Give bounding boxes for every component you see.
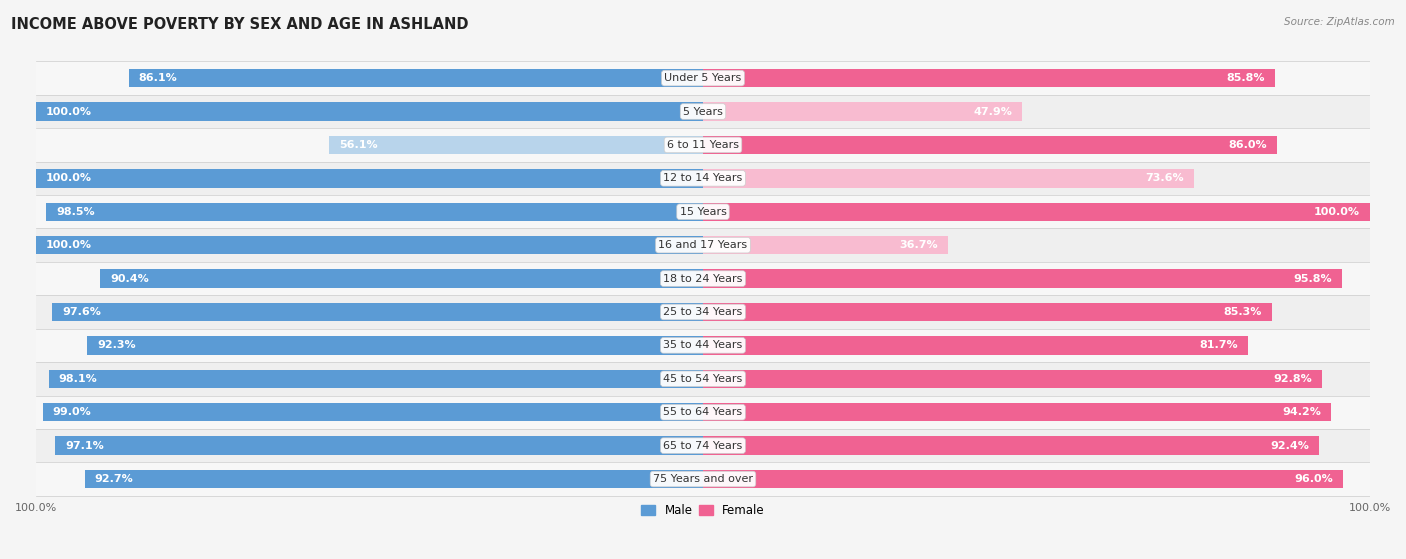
Text: 85.8%: 85.8% (1226, 73, 1265, 83)
Text: 100.0%: 100.0% (46, 173, 93, 183)
Bar (37, 128, 1369, 162)
Text: 16 and 17 Years: 16 and 17 Years (658, 240, 748, 250)
Text: 18 to 24 Years: 18 to 24 Years (664, 273, 742, 283)
Text: 73.6%: 73.6% (1146, 173, 1184, 183)
Text: 81.7%: 81.7% (1199, 340, 1237, 350)
Bar (37, 462, 1369, 496)
Text: 6 to 11 Years: 6 to 11 Years (666, 140, 740, 150)
Bar (52, 303, 703, 321)
Text: 92.8%: 92.8% (1272, 374, 1312, 384)
Legend: Male, Female: Male, Female (637, 500, 769, 522)
Text: 94.2%: 94.2% (1282, 407, 1322, 417)
Text: 92.7%: 92.7% (94, 474, 134, 484)
Text: 56.1%: 56.1% (339, 140, 378, 150)
Bar (703, 69, 1275, 87)
Text: 100.0%: 100.0% (1313, 207, 1360, 217)
Text: 92.3%: 92.3% (97, 340, 136, 350)
Bar (703, 202, 1369, 221)
Text: 35 to 44 Years: 35 to 44 Years (664, 340, 742, 350)
Text: 5 Years: 5 Years (683, 107, 723, 116)
Bar (37, 195, 1369, 229)
Text: Under 5 Years: Under 5 Years (665, 73, 741, 83)
Text: 99.0%: 99.0% (53, 407, 91, 417)
Bar (37, 102, 703, 121)
Text: 45 to 54 Years: 45 to 54 Years (664, 374, 742, 384)
Bar (37, 295, 1369, 329)
Text: 98.5%: 98.5% (56, 207, 94, 217)
Bar (46, 202, 703, 221)
Text: 92.4%: 92.4% (1270, 440, 1309, 451)
Bar (703, 136, 1277, 154)
Bar (42, 403, 703, 421)
Bar (49, 369, 703, 388)
Bar (329, 136, 703, 154)
Text: 55 to 64 Years: 55 to 64 Years (664, 407, 742, 417)
Bar (703, 336, 1249, 354)
Bar (703, 236, 948, 254)
Text: 36.7%: 36.7% (898, 240, 938, 250)
Bar (703, 102, 1022, 121)
Bar (37, 229, 1369, 262)
Text: 97.1%: 97.1% (66, 440, 104, 451)
Text: 47.9%: 47.9% (973, 107, 1012, 116)
Bar (703, 437, 1319, 455)
Bar (37, 329, 1369, 362)
Bar (87, 336, 703, 354)
Text: INCOME ABOVE POVERTY BY SEX AND AGE IN ASHLAND: INCOME ABOVE POVERTY BY SEX AND AGE IN A… (11, 17, 468, 32)
Bar (37, 236, 703, 254)
Bar (703, 169, 1194, 187)
Text: 100.0%: 100.0% (46, 107, 93, 116)
Text: 97.6%: 97.6% (62, 307, 101, 317)
Bar (37, 95, 1369, 128)
Text: 75 Years and over: 75 Years and over (652, 474, 754, 484)
Bar (129, 69, 703, 87)
Text: 65 to 74 Years: 65 to 74 Years (664, 440, 742, 451)
Bar (100, 269, 703, 288)
Bar (37, 169, 703, 187)
Bar (37, 362, 1369, 396)
Text: 12 to 14 Years: 12 to 14 Years (664, 173, 742, 183)
Text: 86.1%: 86.1% (139, 73, 177, 83)
Text: 98.1%: 98.1% (59, 374, 97, 384)
Bar (37, 61, 1369, 95)
Text: 100.0%: 100.0% (46, 240, 93, 250)
Text: 86.0%: 86.0% (1227, 140, 1267, 150)
Bar (703, 470, 1343, 488)
Bar (37, 262, 1369, 295)
Text: 90.4%: 90.4% (110, 273, 149, 283)
Bar (55, 437, 703, 455)
Text: 25 to 34 Years: 25 to 34 Years (664, 307, 742, 317)
Bar (703, 403, 1331, 421)
Text: 15 Years: 15 Years (679, 207, 727, 217)
Bar (84, 470, 703, 488)
Text: 95.8%: 95.8% (1294, 273, 1331, 283)
Bar (703, 269, 1341, 288)
Text: 85.3%: 85.3% (1223, 307, 1261, 317)
Bar (37, 396, 1369, 429)
Bar (703, 369, 1322, 388)
Text: 96.0%: 96.0% (1295, 474, 1333, 484)
Bar (37, 429, 1369, 462)
Bar (703, 303, 1272, 321)
Text: Source: ZipAtlas.com: Source: ZipAtlas.com (1284, 17, 1395, 27)
Bar (37, 162, 1369, 195)
